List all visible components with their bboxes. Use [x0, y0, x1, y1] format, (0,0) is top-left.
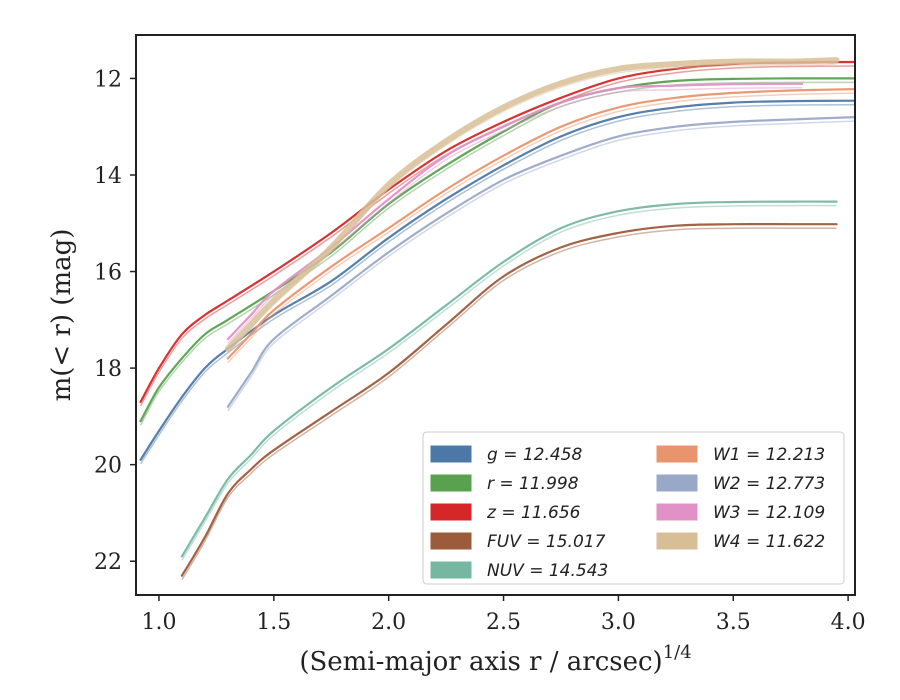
legend-swatch — [430, 503, 472, 521]
series-band-z — [139, 65, 855, 407]
legend-item: NUV = 14.543 — [430, 561, 608, 581]
x-tick-label: 4.0 — [831, 610, 866, 635]
y-axis: 12 14 16 18 20 22 — [94, 67, 136, 575]
y-tick-label: 16 — [94, 261, 122, 286]
x-tick-label: 1.5 — [256, 610, 291, 635]
legend-swatch — [430, 474, 472, 492]
legend-item: z = 11.656 — [430, 503, 581, 523]
legend-label: r = 11.998 — [487, 474, 579, 494]
x-axis-title: (Semi-major axis r / arcsec)1/4 — [299, 642, 691, 677]
series-line-g — [139, 99, 855, 461]
y-tick-label: 20 — [94, 454, 122, 479]
series-band-w4 — [227, 63, 837, 354]
legend-label: W3 = 12.109 — [713, 503, 825, 523]
series-line-nuv — [180, 200, 838, 558]
x-tick-label: 2.5 — [486, 610, 521, 635]
series-band-r — [139, 81, 855, 426]
x-axis: 1.0 1.5 2.0 2.5 3.0 3.5 4.0 — [141, 595, 866, 635]
legend-swatch — [430, 561, 472, 579]
y-tick-label: 22 — [94, 550, 122, 575]
legend-label: FUV = 15.017 — [487, 532, 606, 552]
legend-swatch — [656, 445, 698, 463]
legend-label: NUV = 14.543 — [487, 561, 608, 581]
series-band-g — [139, 103, 855, 465]
legend-box — [422, 431, 845, 585]
legend-label: W2 = 12.773 — [713, 474, 825, 494]
legend-label: z = 11.656 — [486, 503, 581, 523]
legend-swatch — [430, 532, 472, 550]
legend-item: r = 11.998 — [430, 474, 579, 494]
plot-frame — [135, 34, 856, 596]
y-tick-label: 14 — [94, 164, 122, 189]
x-axis-title-text: (Semi-major axis r / arcsec) — [299, 647, 662, 677]
series-line-r — [139, 77, 855, 423]
series-line-w4 — [224, 57, 840, 352]
y-tick-label: 18 — [94, 357, 122, 382]
x-tick-label: 1.0 — [141, 610, 176, 635]
legend-item: g = 12.458 — [430, 445, 583, 465]
legend-swatch — [656, 474, 698, 492]
legend-item: W1 = 12.213 — [656, 445, 825, 465]
x-tick-label: 3.0 — [601, 610, 636, 635]
legend-label: g = 12.458 — [487, 445, 583, 465]
y-tick-label: 12 — [94, 67, 122, 92]
legend: g = 12.458 r = 11.998 z = 11.656 FUV = 15.0… — [422, 431, 845, 585]
series-band-nuv — [181, 204, 837, 561]
series-line-w3 — [226, 82, 804, 341]
x-tick-label: 2.0 — [371, 610, 406, 635]
series-band-w3 — [227, 87, 803, 344]
series-band-w2 — [227, 120, 855, 412]
series-band-fuv — [181, 227, 837, 581]
legend-swatch — [656, 532, 698, 550]
legend-item: W3 = 12.109 — [656, 503, 825, 523]
legend-item: W2 = 12.773 — [656, 474, 825, 494]
y-axis-title: m(< r) (mag) — [47, 229, 77, 402]
legend-swatch — [430, 445, 472, 463]
x-axis-title-superscript: 1/4 — [663, 642, 692, 663]
series-band-w1 — [227, 92, 855, 363]
series-line-fuv — [180, 223, 838, 577]
series-line-w2 — [226, 116, 855, 408]
series-line-z — [139, 60, 855, 403]
series-line-w1 — [226, 88, 855, 360]
series-layer — [139, 57, 855, 581]
legend-label: W4 = 11.622 — [713, 532, 825, 552]
legend-item: FUV = 15.017 — [430, 532, 606, 552]
x-tick-label: 3.5 — [716, 610, 751, 635]
legend-item: W4 = 11.622 — [656, 532, 825, 552]
legend-label: W1 = 12.213 — [713, 445, 825, 465]
legend-swatch — [656, 503, 698, 521]
